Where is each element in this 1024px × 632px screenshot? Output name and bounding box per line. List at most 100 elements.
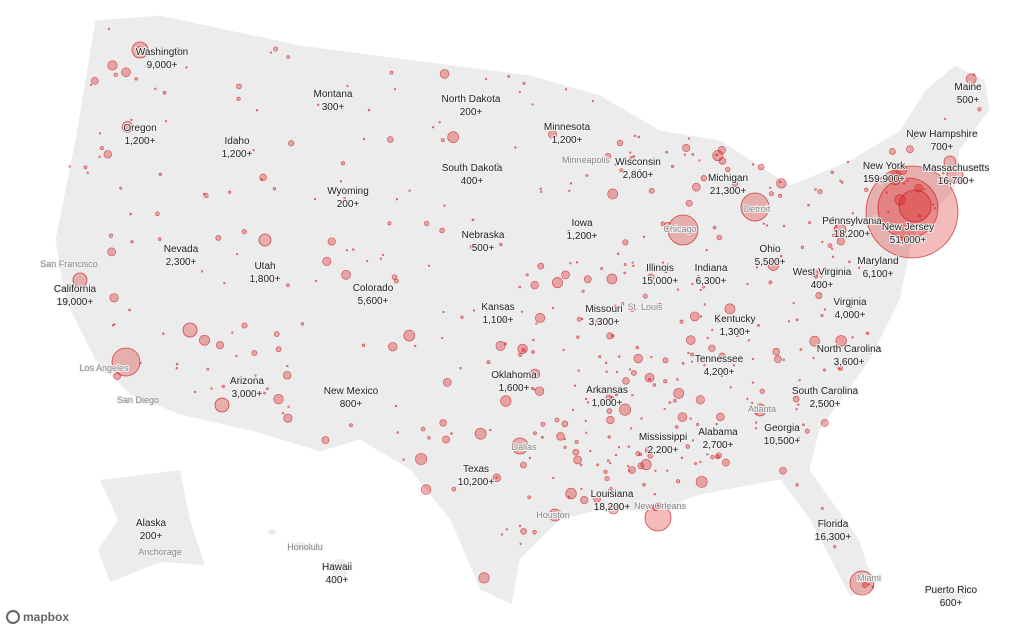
bubble xyxy=(628,368,632,371)
bubble xyxy=(164,120,168,123)
state-name: North Carolina xyxy=(817,344,882,355)
bubble xyxy=(584,419,587,422)
state-name: Alabama xyxy=(698,427,738,438)
bubble xyxy=(754,421,758,424)
bubble xyxy=(623,263,627,266)
bubble xyxy=(500,395,512,407)
bubble xyxy=(718,157,727,165)
bubble xyxy=(717,146,726,155)
bubble xyxy=(113,323,116,326)
bubble xyxy=(703,364,706,367)
bubble xyxy=(565,487,577,500)
hawaii xyxy=(331,559,349,577)
state-count: 200+ xyxy=(140,531,163,542)
bubble xyxy=(354,289,357,293)
bubble xyxy=(568,189,571,192)
bubble xyxy=(615,393,618,397)
bubble xyxy=(472,309,476,312)
bubble xyxy=(72,272,88,288)
bubble xyxy=(654,433,657,436)
bubble xyxy=(214,397,230,413)
bubble xyxy=(787,320,791,323)
bubble xyxy=(438,121,441,124)
bubble xyxy=(851,358,855,362)
logo-icon xyxy=(6,610,20,624)
bubble xyxy=(585,174,589,177)
bubble xyxy=(199,334,210,346)
bubble xyxy=(89,83,93,86)
bubble xyxy=(820,275,823,278)
bubble xyxy=(755,412,758,415)
bubble xyxy=(633,134,637,137)
bubble xyxy=(499,242,503,247)
bubble xyxy=(836,237,845,246)
bubble xyxy=(388,341,398,352)
state-count: 2,200+ xyxy=(648,445,679,456)
bubble xyxy=(865,331,870,336)
bubble xyxy=(885,191,888,194)
bubble xyxy=(273,46,279,52)
bubble xyxy=(769,186,772,189)
bubble xyxy=(361,343,366,347)
bubble xyxy=(695,395,705,405)
bubble xyxy=(283,413,293,423)
state-count: 2,700+ xyxy=(703,440,734,451)
bubble xyxy=(657,302,663,308)
bubble xyxy=(583,275,592,284)
bubble xyxy=(792,302,795,305)
bubble xyxy=(605,361,608,365)
state-count: 3,300+ xyxy=(589,317,620,328)
bubble xyxy=(580,487,583,491)
state-count: 1,000+ xyxy=(592,398,623,409)
bubble xyxy=(729,386,732,389)
bubble xyxy=(822,368,826,372)
bubble xyxy=(691,282,694,285)
bubble xyxy=(86,171,89,174)
bubble xyxy=(606,408,613,415)
state-name: Texas xyxy=(463,464,489,475)
bubble xyxy=(273,331,280,337)
bubble xyxy=(562,348,565,351)
state-name: Washington xyxy=(136,47,188,58)
bubble xyxy=(607,503,619,515)
bubble xyxy=(402,458,405,461)
bubble xyxy=(663,379,668,384)
state-count: 200+ xyxy=(460,107,483,118)
state-count: 51,000+ xyxy=(890,235,927,246)
case-bubbles xyxy=(68,27,982,596)
bubble xyxy=(713,358,716,362)
bubble xyxy=(647,452,654,459)
bubble xyxy=(702,285,706,289)
bubble xyxy=(642,235,646,238)
state-count: 600+ xyxy=(940,598,963,609)
bubble xyxy=(414,344,417,348)
state-name: Maine xyxy=(954,82,982,93)
bubble xyxy=(568,495,571,498)
bubble xyxy=(551,277,563,289)
bubble xyxy=(697,274,700,278)
bubble xyxy=(540,421,546,427)
bubble xyxy=(696,422,700,426)
bubble xyxy=(548,508,562,522)
bubble xyxy=(107,27,111,30)
bubble xyxy=(313,197,317,201)
bubble xyxy=(829,387,833,391)
bubble xyxy=(346,84,349,88)
state-name: Maryland xyxy=(857,256,898,267)
bubble xyxy=(496,163,499,166)
bubble xyxy=(451,486,457,492)
bubble xyxy=(598,355,602,359)
bubble xyxy=(530,386,534,390)
bubble xyxy=(820,419,829,427)
bubble xyxy=(367,108,371,112)
bubble xyxy=(642,293,648,299)
bubble xyxy=(569,262,572,265)
state-name: New Mexico xyxy=(324,386,379,397)
bubble xyxy=(673,387,685,399)
bubble xyxy=(604,476,610,482)
bubble xyxy=(235,354,238,358)
bubble xyxy=(759,388,765,394)
bubble xyxy=(614,453,618,457)
state-name: South Carolina xyxy=(792,386,859,397)
state-count: 16,300+ xyxy=(815,532,852,543)
